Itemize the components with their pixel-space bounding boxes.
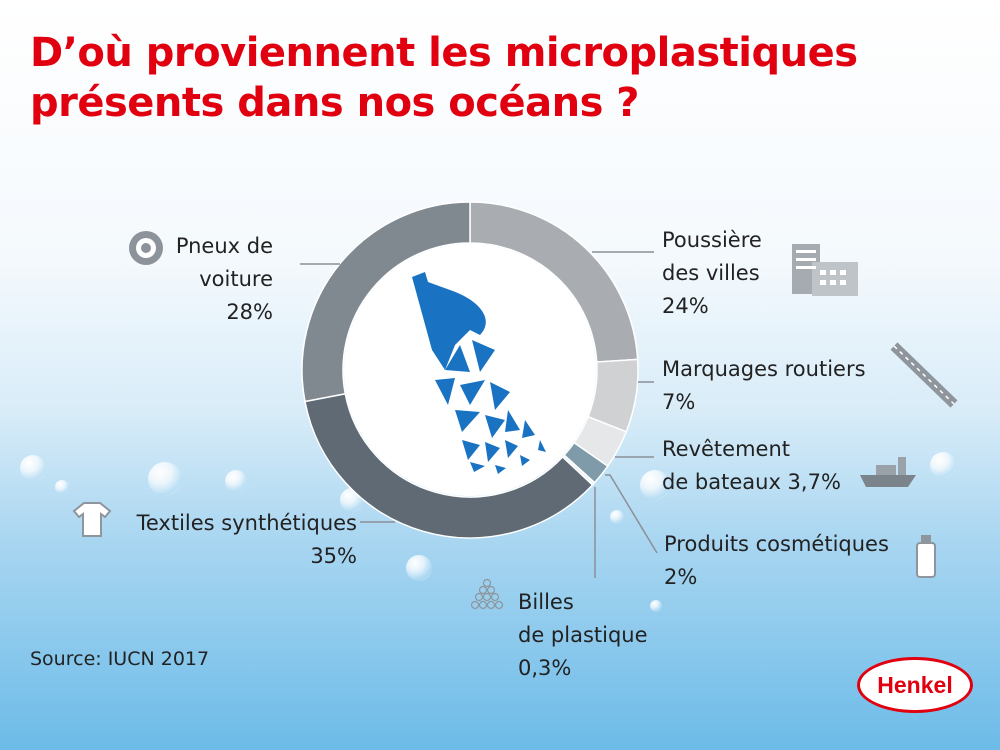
bubble — [20, 455, 46, 481]
label-text: Poussière — [662, 228, 762, 252]
bubble — [930, 452, 956, 478]
donut-hole — [344, 244, 596, 496]
bubble — [640, 470, 670, 500]
label-text: Textiles synthétiques — [136, 511, 357, 535]
tshirt-icon — [72, 502, 112, 537]
label-value: 7% — [662, 390, 696, 414]
label-value: de bateaux 3,7% — [662, 470, 841, 494]
bubble — [55, 480, 69, 494]
road-icon — [890, 342, 958, 408]
henkel-logo: Henkel — [857, 657, 973, 713]
label-cosmetiques: Produits cosmétiques 2% — [664, 528, 889, 594]
label-value: 0,3% — [518, 656, 572, 680]
label-pneux: Pneux de voiture 28% — [176, 230, 273, 329]
building-icon — [792, 244, 858, 296]
donut-slice-pneux-de-voiture — [301, 201, 471, 403]
bubble — [610, 510, 624, 524]
label-revetement: Revêtement de bateaux 3,7% — [662, 433, 841, 499]
leader-lines — [300, 251, 658, 578]
label-text: Marquages routiers — [662, 357, 866, 381]
label-text: voiture — [199, 267, 273, 291]
bottle-icon — [916, 535, 936, 578]
title-line-1: D’où proviennent les microplastiques — [30, 30, 858, 76]
page-title: D’où proviennent les microplastiques pré… — [30, 28, 858, 128]
label-billes: Billes de plastique 0,3% — [518, 586, 648, 685]
source-note: Source: IUCN 2017 — [30, 648, 210, 670]
label-value: 35% — [310, 544, 357, 568]
donut-slice-textiles-synthetiques — [304, 392, 594, 539]
tire-icon — [129, 231, 163, 265]
bottle-icon — [412, 272, 546, 474]
label-value: 2% — [664, 565, 698, 589]
bubble — [406, 555, 432, 581]
label-text: Pneux de — [175, 234, 273, 258]
bubble — [650, 600, 662, 612]
leader-cosmetiques — [605, 474, 658, 554]
pellets-icon — [470, 578, 504, 610]
label-text: Produits cosmétiques — [664, 532, 889, 556]
label-poussiere: Poussière des villes 24% — [662, 224, 762, 323]
logo-text: Henkel — [877, 671, 953, 698]
label-marquages: Marquages routiers 7% — [662, 353, 866, 419]
label-value: 24% — [662, 294, 709, 318]
label-textiles: Textiles synthétiques 35% — [137, 507, 357, 573]
title-line-2: présents dans nos océans ? — [30, 80, 640, 126]
bubble — [225, 470, 247, 492]
label-text: de plastique — [518, 623, 648, 647]
bubble — [148, 462, 182, 496]
label-value: 28% — [226, 300, 273, 324]
label-text: Revêtement — [662, 437, 790, 461]
label-text: Billes — [518, 590, 574, 614]
ship-icon — [860, 457, 916, 487]
label-text: des villes — [662, 261, 760, 285]
